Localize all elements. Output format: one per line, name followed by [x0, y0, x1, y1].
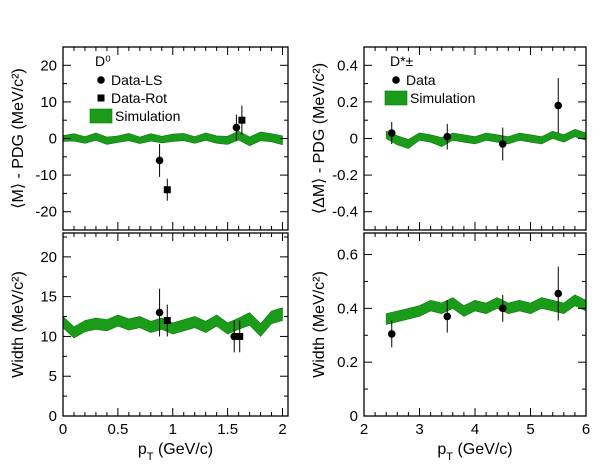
y-tick-label: 0.4	[337, 57, 358, 74]
data-point-square	[163, 317, 171, 325]
data-point-circle	[443, 132, 452, 141]
y-axis-label: ⟨ΔM⟩ - PDG (MeV/c²)	[311, 63, 328, 214]
legend-marker-band	[384, 90, 408, 106]
x-axis-label: pT (GeV/c)	[437, 441, 512, 463]
y-tick-label: 0	[49, 408, 57, 425]
legend-label: Data	[406, 72, 436, 88]
simulation-band	[385, 128, 587, 149]
x-tick-label: 5	[526, 421, 534, 438]
y-tick-label: -0.2	[332, 167, 358, 184]
x-tick-label: 0	[59, 421, 67, 438]
y-tick-label: 0.2	[337, 354, 358, 371]
plot-frame	[363, 232, 587, 417]
y-tick-label: -10	[35, 167, 57, 184]
y-tick-label: -20	[35, 204, 57, 221]
data-point-circle	[155, 156, 164, 165]
x-axis-label: pT (GeV/c)	[138, 441, 213, 463]
data-point-square	[163, 186, 171, 194]
x-tick-label: 0.5	[107, 421, 128, 438]
legend-label: Simulation	[410, 90, 475, 106]
simulation-band	[385, 294, 587, 325]
y-tick-label: 20	[40, 57, 57, 74]
y-axis-label: ⟨M⟩ - PDG (MeV/c²)	[10, 68, 27, 208]
legend-marker-circle	[97, 76, 105, 84]
data-point-circle	[443, 312, 452, 321]
y-tick-label: 0.6	[337, 247, 358, 264]
data-point-circle	[155, 308, 164, 317]
y-tick-label: 5	[49, 368, 57, 385]
panel-label: D*±	[390, 53, 414, 69]
y-tick-label: 0.2	[337, 94, 358, 111]
x-tick-label: 1.5	[217, 421, 238, 438]
panel-dstar-width: 2 3 4 5 6 0 0.2 0.4 0.6 Width (MeV/c²) pT (GeV/c)	[311, 232, 590, 463]
y-axis-label: Width (MeV/c²)	[10, 271, 27, 378]
data-point-circle	[554, 101, 563, 110]
legend-marker-square	[97, 94, 105, 102]
y-tick-label: 0	[350, 408, 358, 425]
data-point-square	[236, 332, 244, 340]
x-tick-label: 2	[278, 421, 286, 438]
data-point-circle	[498, 304, 507, 313]
data-point-circle	[232, 123, 241, 132]
legend-marker-band	[89, 108, 113, 124]
simulation-band	[62, 130, 283, 147]
data-point-circle	[387, 330, 396, 338]
y-tick-label: 20	[40, 249, 57, 266]
data-point-circle	[498, 140, 507, 148]
legend-label: Data-LS	[111, 72, 162, 88]
x-tick-label: 4	[471, 421, 479, 438]
x-tick-label: 6	[582, 421, 590, 438]
x-tick-label: 3	[415, 421, 423, 438]
y-tick-label: -0.4	[332, 204, 358, 221]
data-point-square	[238, 116, 246, 124]
data-point-circle	[554, 289, 563, 298]
y-tick-label: 0	[350, 131, 358, 148]
y-tick-label: 0	[49, 131, 57, 148]
data-point-circle	[387, 129, 396, 137]
legend-label: Data-Rot	[111, 90, 167, 106]
plot-frame	[62, 232, 289, 417]
x-tick-label: 2	[360, 421, 368, 438]
y-tick-label: 15	[40, 289, 57, 306]
legend-marker-circle	[392, 76, 400, 84]
y-tick-label: 0.4	[337, 300, 358, 317]
legend-label: Simulation	[115, 108, 180, 124]
simulation-band	[62, 307, 283, 339]
panel-dstar-mass: -0.4 -0.2 0 0.2 0.4 ⟨ΔM⟩ - PDG (MeV/c²) D*± Dat…	[311, 46, 587, 231]
y-tick-label: 10	[40, 94, 57, 111]
data-point-circle	[230, 332, 239, 341]
y-axis-label: Width (MeV/c²)	[311, 271, 328, 378]
y-tick-label: 10	[40, 328, 57, 345]
panel-label: D⁰	[95, 53, 111, 69]
x-tick-label: 1	[169, 421, 177, 438]
